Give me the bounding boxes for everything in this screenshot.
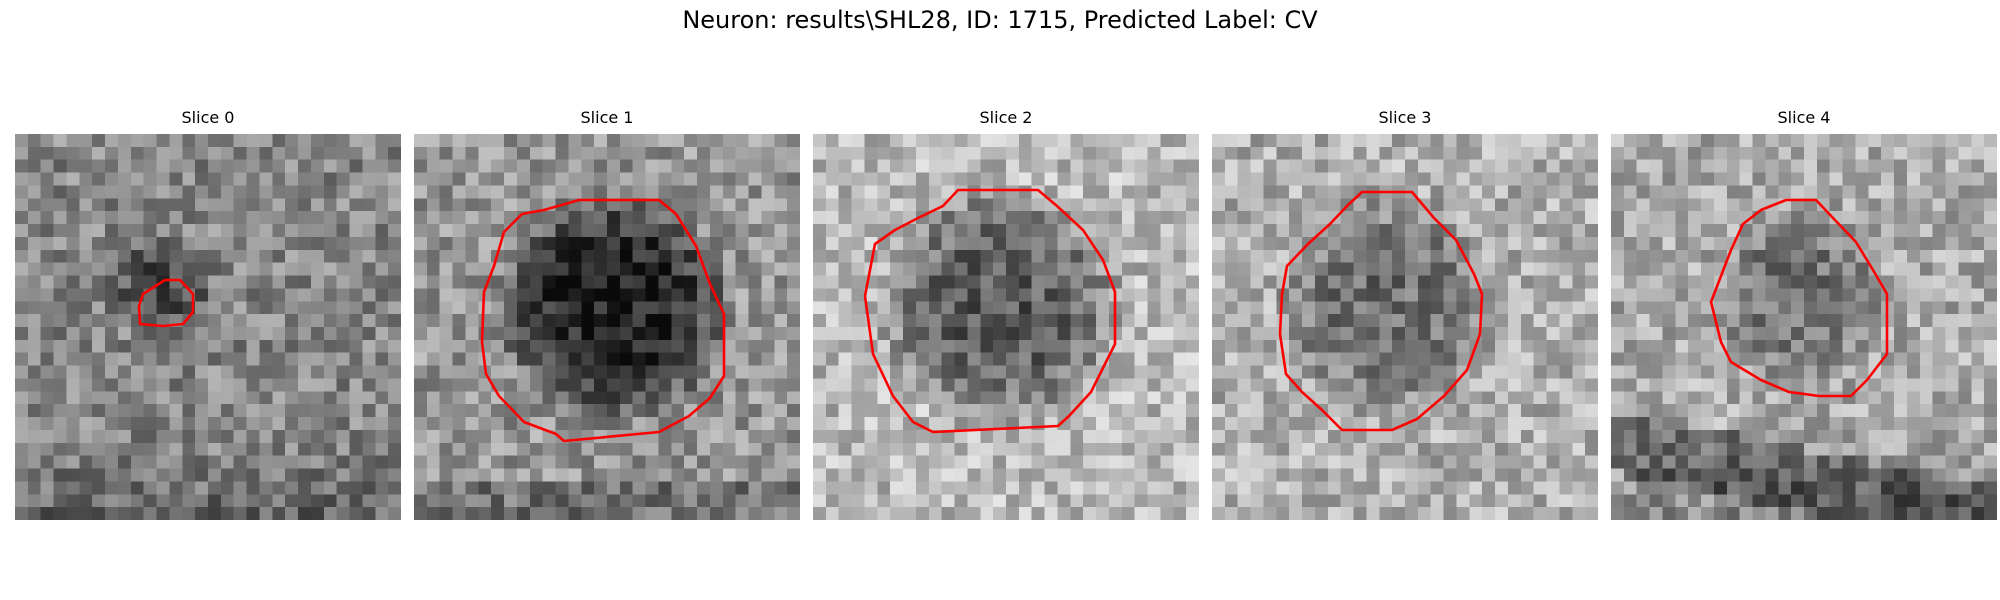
- slice-title-1: Slice 1: [414, 108, 800, 127]
- contour-overlay-0: [15, 134, 401, 520]
- segmentation-contour-3: [1280, 192, 1482, 430]
- slice-image-2: [813, 134, 1199, 520]
- slice-image-1: [414, 134, 800, 520]
- contour-overlay-3: [1212, 134, 1598, 520]
- slice-image-4: [1611, 134, 1997, 520]
- segmentation-contour-1: [482, 200, 724, 441]
- slice-title-3: Slice 3: [1212, 108, 1598, 127]
- contour-overlay-4: [1611, 134, 1997, 520]
- slice-title-0: Slice 0: [15, 108, 401, 127]
- slice-title-2: Slice 2: [813, 108, 1199, 127]
- segmentation-contour-2: [865, 190, 1115, 432]
- segmentation-contour-4: [1711, 200, 1887, 396]
- figure-title: Neuron: results\SHL28, ID: 1715, Predict…: [0, 6, 2000, 34]
- slice-image-3: [1212, 134, 1598, 520]
- slice-title-4: Slice 4: [1611, 108, 1997, 127]
- slice-image-0: [15, 134, 401, 520]
- contour-overlay-2: [813, 134, 1199, 520]
- contour-overlay-1: [414, 134, 800, 520]
- segmentation-contour-0: [139, 280, 193, 326]
